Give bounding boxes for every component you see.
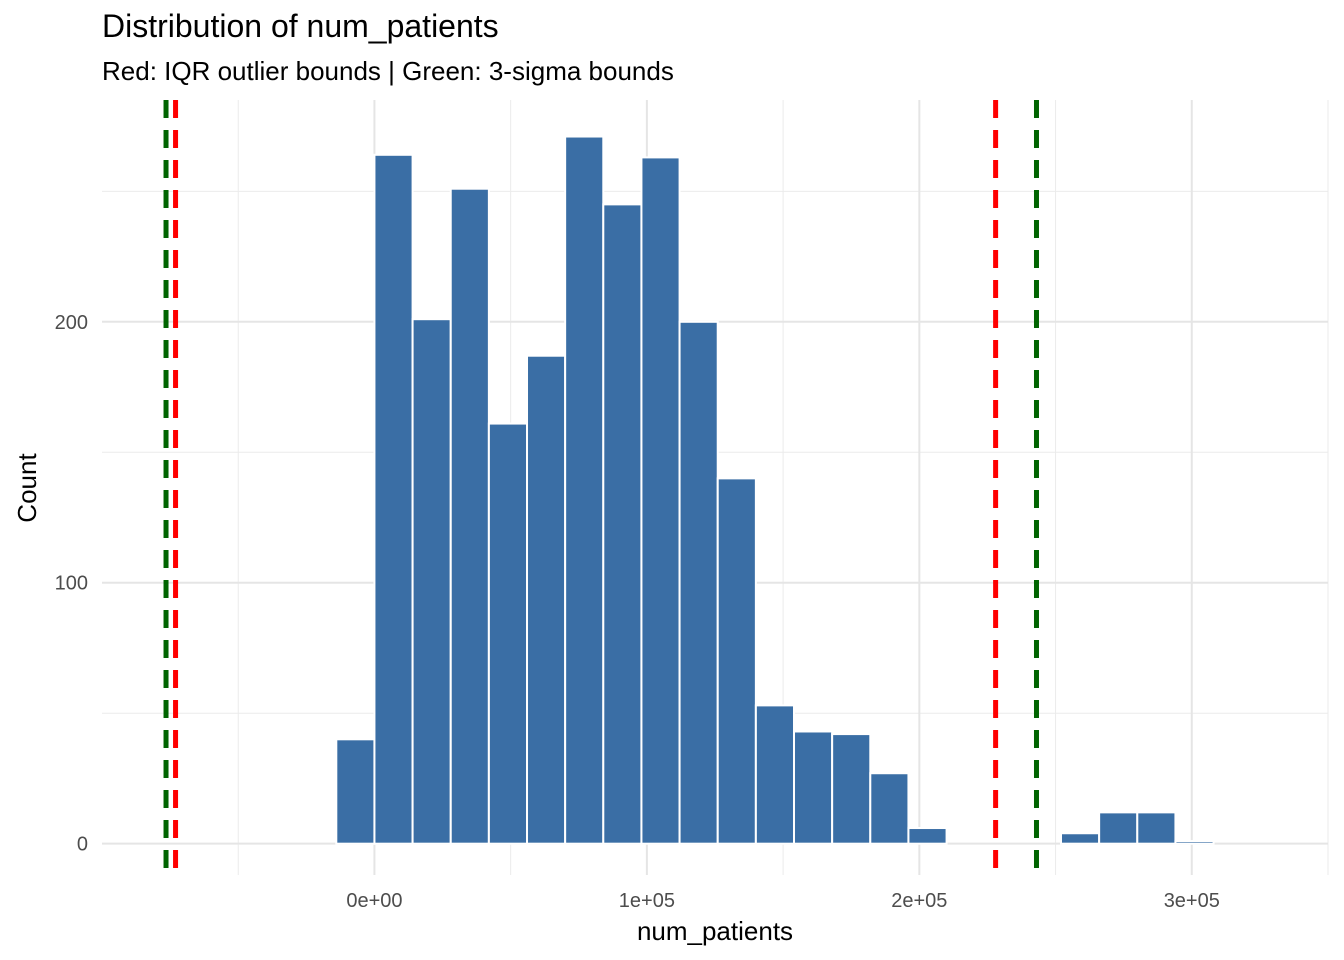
y-tick-label: 100 — [55, 573, 88, 595]
histogram-bar — [678, 320, 719, 845]
histogram-bar — [754, 704, 796, 845]
x-tick-label: 2e+05 — [891, 890, 947, 912]
y-tick-label: 200 — [55, 312, 88, 334]
histogram-bar — [564, 135, 605, 845]
y-axis-ticks: 0 100 200 — [55, 312, 88, 856]
histogram-bar — [1060, 832, 1101, 845]
reference-lines — [163, 100, 1039, 875]
x-axis-ticks: 0e+00 1e+05 2e+05 3e+05 — [346, 890, 1220, 912]
chart-subtitle: Red: IQR outlier bounds | Green: 3-sigma… — [102, 56, 674, 86]
x-tick-label: 0e+00 — [346, 890, 402, 912]
chart-title: Distribution of num_patients — [102, 8, 499, 44]
bars — [335, 135, 1215, 845]
x-tick-label: 3e+05 — [1164, 890, 1220, 912]
histogram-bar — [449, 187, 490, 845]
y-tick-label: 0 — [77, 834, 88, 856]
histogram-bar — [1174, 840, 1215, 845]
histogram-bar — [373, 153, 414, 845]
histogram-bar — [411, 318, 452, 845]
histogram-bar — [526, 354, 567, 845]
x-axis-title: num_patients — [637, 916, 793, 946]
y-axis-title: Count — [12, 453, 42, 523]
histogram-bar — [716, 477, 757, 845]
histogram-bar — [487, 422, 529, 845]
x-tick-label: 1e+05 — [619, 890, 675, 912]
histogram-bar — [793, 730, 834, 845]
histogram-bar — [1136, 811, 1177, 845]
histogram-bar — [907, 827, 948, 845]
histogram-bar — [831, 733, 872, 845]
histogram-bar — [335, 738, 376, 845]
histogram-bar — [1098, 811, 1139, 845]
histogram-bar — [602, 203, 643, 845]
histogram-bar — [640, 156, 681, 845]
histogram-bar — [869, 772, 910, 845]
